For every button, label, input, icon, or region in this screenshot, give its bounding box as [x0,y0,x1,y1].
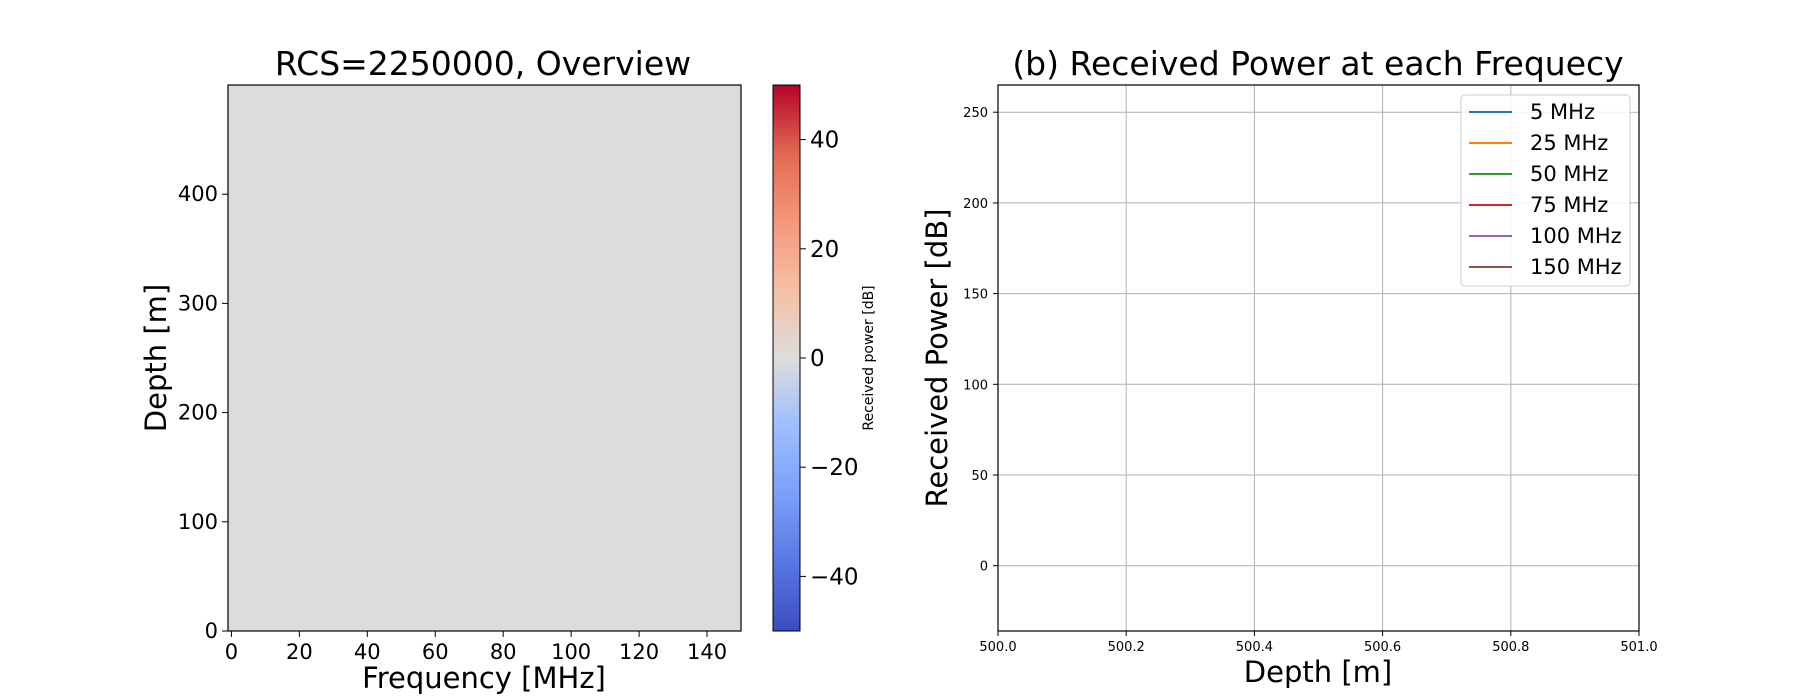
line-chart-y-tick-label: 100 [963,378,988,393]
heatmap-x-tick-label: 120 [619,640,659,664]
line-chart-x-ticks: 500.0 500.2 500.4 500.6 500.8 501.0 [979,631,1658,655]
legend-entry-label: 5 MHz [1530,100,1595,124]
line-chart-y-tick-label: 50 [971,469,988,484]
line-chart-x-tick-label: 500.4 [1236,640,1273,655]
heatmap-x-tick-label: 80 [490,640,517,664]
heatmap-y-ticks: 0 100 200 300 400 [178,182,228,643]
line-chart-panel: (b) Received Power at each Frequecy 500.… [920,44,1658,689]
heatmap-y-tick-label: 200 [178,401,218,425]
heatmap-x-axis-label: Frequency [MHz] [362,661,606,695]
line-chart-y-tick-label: 200 [963,197,988,212]
line-chart-y-axis-label: Received Power [dB] [920,209,954,508]
line-chart-y-ticks: 0 50 100 150 200 250 [963,106,998,575]
legend-entry-label: 50 MHz [1530,162,1608,186]
colorbar-tick-label: 20 [810,237,839,263]
line-chart-x-tick-label: 501.0 [1620,640,1657,655]
heatmap-x-tick-label: 60 [422,640,449,664]
heatmap-image [228,85,741,631]
colorbar: −40 −20 0 20 40 Received power [dB] [772,84,877,632]
heatmap-y-tick-label: 0 [205,619,218,643]
line-chart-x-tick-label: 500.6 [1364,640,1401,655]
heatmap-frame [227,84,742,632]
heatmap-x-tick-label: 20 [286,640,313,664]
line-chart-x-axis-label: Depth [m] [1244,655,1392,689]
line-chart-x-tick-label: 500.0 [979,640,1016,655]
colorbar-ticks: −40 −20 0 20 40 [800,128,859,590]
heatmap-y-tick-label: 300 [178,291,218,315]
heatmap-panel: RCS=2250000, Overview 0 20 40 60 80 100 120 140… [139,44,742,695]
heatmap-y-axis-label: Depth [m] [139,284,173,432]
colorbar-label: Received power [dB] [861,285,877,430]
line-chart-y-tick-label: 150 [963,288,988,303]
colorbar-gradient [772,84,801,632]
heatmap-x-tick-label: 100 [551,640,591,664]
legend-entry-label: 150 MHz [1530,255,1622,279]
heatmap-x-tick-label: 40 [354,640,381,664]
legend-entry-label: 25 MHz [1530,131,1608,155]
colorbar-tick-label: 40 [810,128,839,154]
line-chart-title: (b) Received Power at each Frequecy [1012,44,1623,83]
colorbar-tick-label: −40 [810,564,859,590]
heatmap-y-tick-label: 100 [178,510,218,534]
line-chart-frame [997,84,1640,632]
heatmap-x-ticks: 0 20 40 60 80 100 120 140 [225,631,727,664]
heatmap-x-tick-label: 0 [225,640,238,664]
heatmap-y-tick-label: 400 [178,182,218,206]
legend-entry-label: 100 MHz [1530,224,1622,248]
line-chart-y-tick-label: 0 [980,560,988,575]
line-chart-y-tick-label: 250 [963,106,988,121]
legend-entry-label: 75 MHz [1530,193,1608,217]
colorbar-tick-label: 0 [810,346,825,372]
heatmap-x-tick-label: 140 [687,640,727,664]
legend: 5 MHz 25 MHz 50 MHz 75 MHz 100 MHz 150 MHz [1460,94,1631,287]
colorbar-tick-label: −20 [810,455,859,481]
line-chart-x-tick-label: 500.2 [1108,640,1145,655]
heatmap-title: RCS=2250000, Overview [275,44,691,83]
line-chart-x-tick-label: 500.8 [1492,640,1529,655]
